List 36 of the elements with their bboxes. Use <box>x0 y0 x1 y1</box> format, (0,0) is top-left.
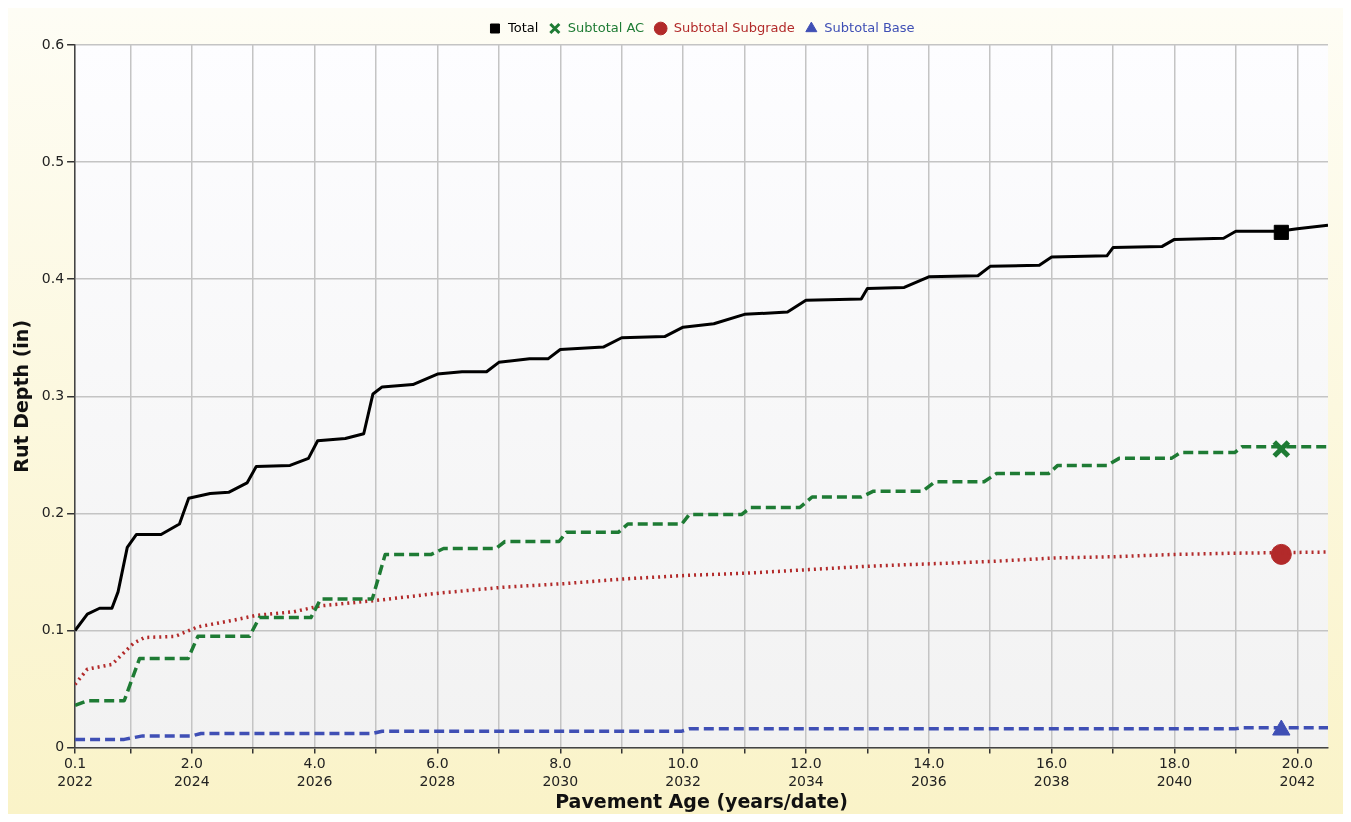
x-tick-label: 6.0 <box>426 754 449 771</box>
line-series <box>75 444 1328 708</box>
x2-tick-label: 2026 <box>296 773 333 790</box>
x-tick-label: 16.0 <box>1036 754 1068 771</box>
x-tick-label: 14.0 <box>913 754 945 771</box>
x2-tick-label: 2022 <box>57 773 93 790</box>
x2-tick-label: 2040 <box>1156 773 1193 790</box>
x-tick-label: 10.0 <box>667 754 699 771</box>
x-tick-label: 2.0 <box>180 754 203 771</box>
x2-tick-label: 2028 <box>419 773 456 790</box>
legend-label: Subtotal Base <box>824 19 915 35</box>
x2-tick-label: 2032 <box>665 773 701 790</box>
x2-tick-label: 2036 <box>910 773 947 790</box>
y-tick-label: 0.2 <box>41 504 65 521</box>
x-tick-label: 0.1 <box>63 754 87 771</box>
x2-tick-label: 2024 <box>173 773 210 790</box>
x-axis-title: Pavement Age (years/date) <box>555 789 848 812</box>
x-tick-label: 4.0 <box>303 754 326 771</box>
y-axis-title: Rut Depth (in) <box>10 319 33 473</box>
x2-tick-label: 2030 <box>542 773 579 790</box>
y-tick-label: 0.1 <box>41 621 65 638</box>
x2-tick-label: 2042 <box>1279 773 1316 790</box>
x-tick-label: 18.0 <box>1158 754 1191 771</box>
y-tick-label: 0.4 <box>41 269 65 286</box>
y-tick-label: 0 <box>55 738 65 755</box>
y-tick-label: 0.6 <box>41 35 65 52</box>
legend-label: Subtotal Subgrade <box>673 19 795 35</box>
x2-tick-label: 2038 <box>1033 773 1070 790</box>
y-tick-label: 0.3 <box>41 386 65 403</box>
x2-tick-label: 2034 <box>788 773 824 790</box>
legend-label: Total <box>506 19 539 35</box>
x-tick-label: 8.0 <box>549 754 572 771</box>
x-tick-label: 12.0 <box>790 754 822 771</box>
legend-label: Subtotal AC <box>567 19 645 35</box>
x-tick-label: 20.0 <box>1281 754 1313 771</box>
y-tick-label: 0.5 <box>41 152 65 169</box>
